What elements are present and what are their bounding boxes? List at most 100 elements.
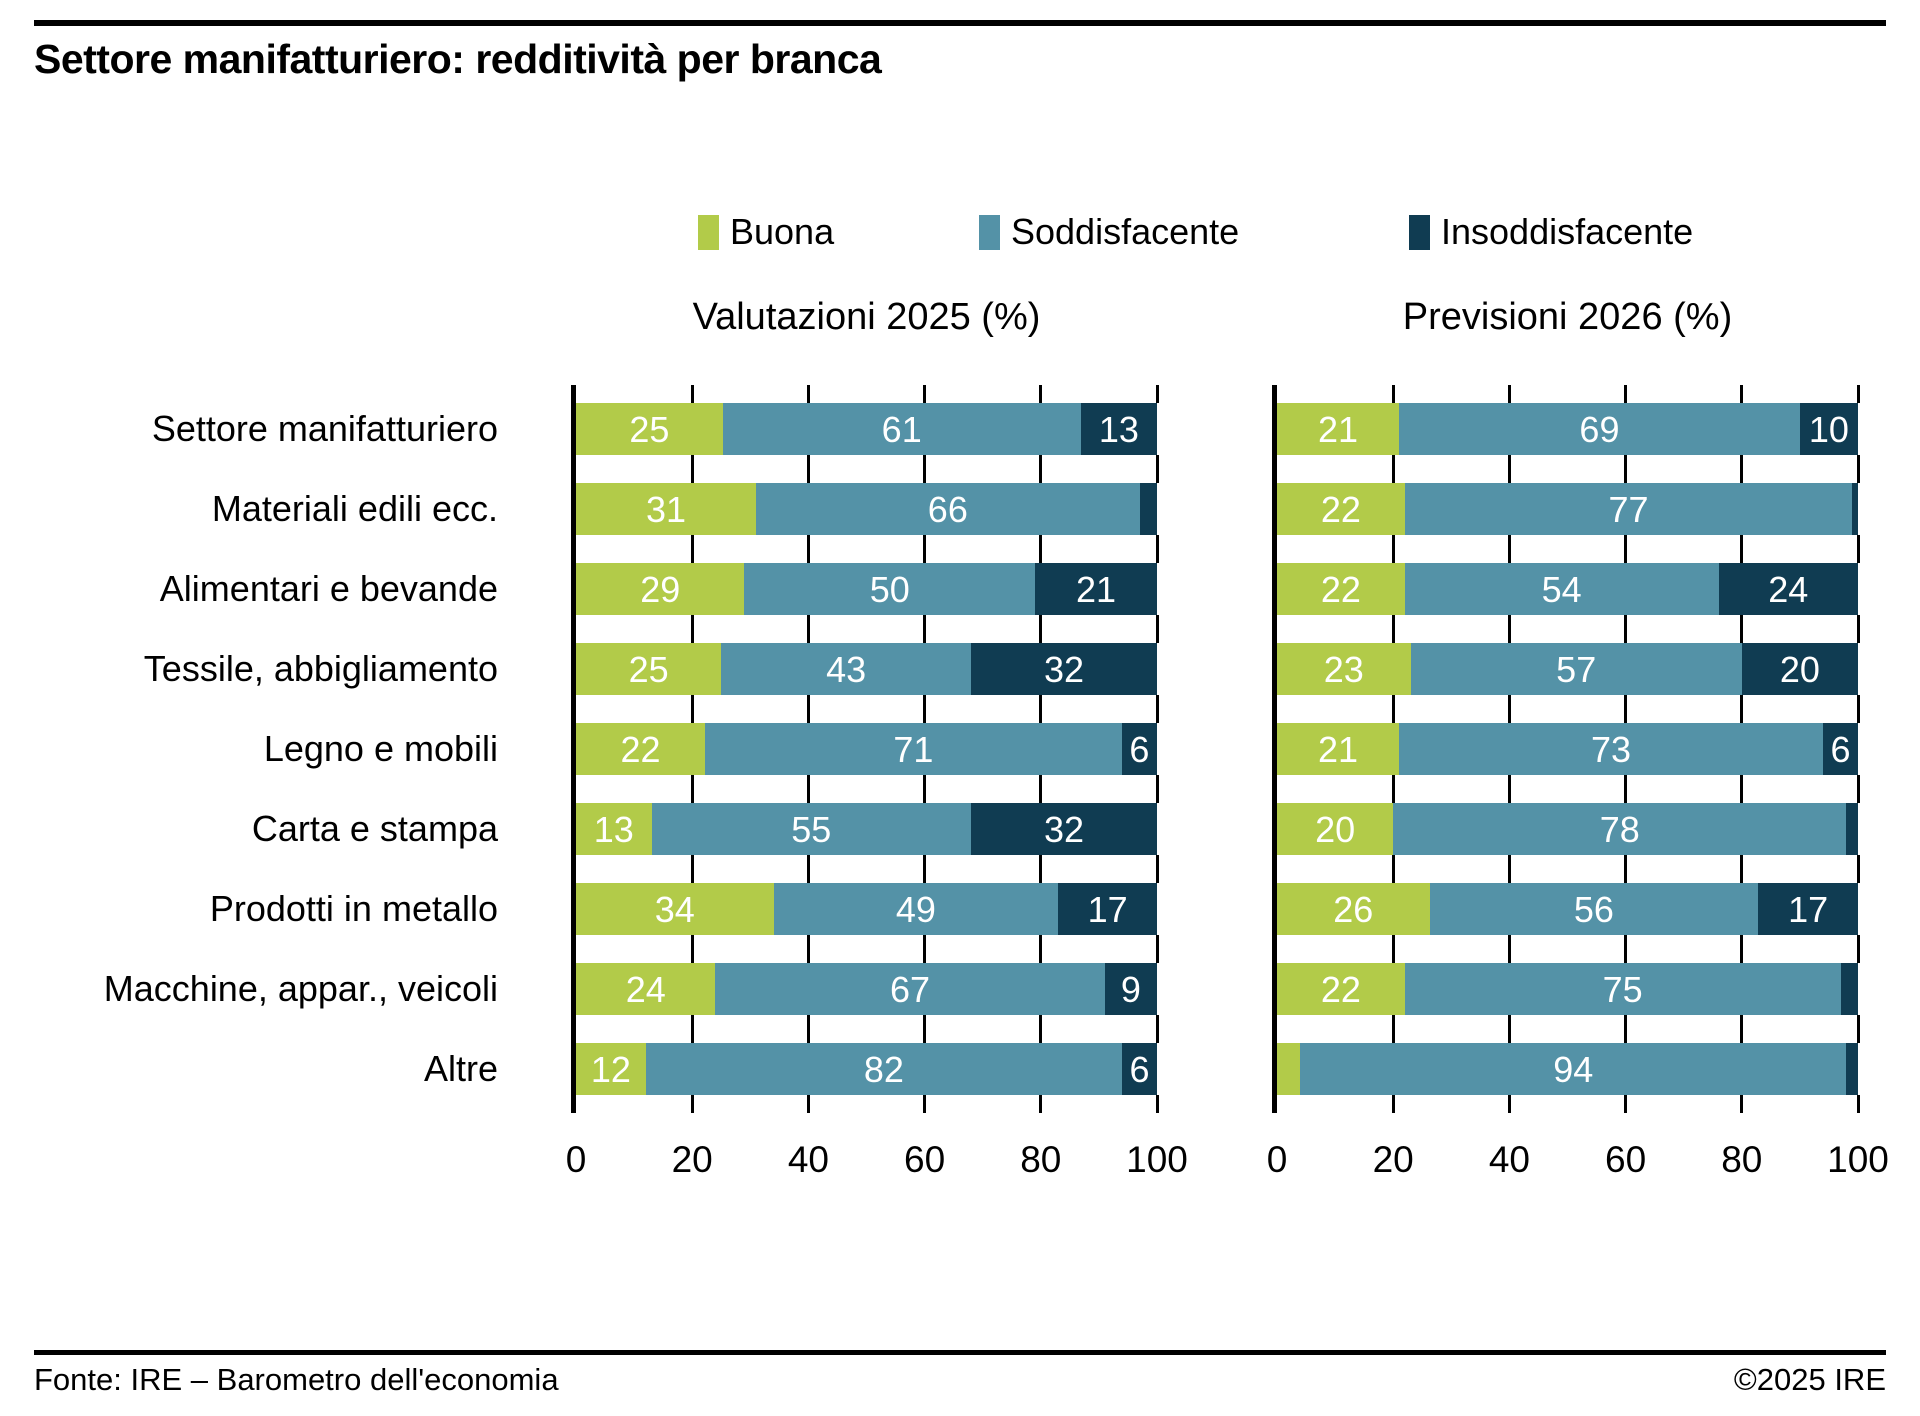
- bar-segment-insoddisfacente: [1852, 483, 1858, 535]
- gridline-tick: [1624, 455, 1628, 483]
- gridline-tick: [923, 535, 927, 563]
- gridline-tick: [923, 695, 927, 723]
- bar-value-label: 66: [927, 489, 968, 530]
- legend-swatch-insoddisfacente: [1409, 214, 1430, 250]
- gridline-tick: [690, 935, 694, 963]
- gridline-tick: [1039, 615, 1043, 643]
- bar-segment-buona: [576, 723, 706, 775]
- x-axis-tick-label: 0: [565, 1139, 587, 1180]
- gridline-tick: [1740, 935, 1744, 963]
- bar-segment-soddisfacente: [721, 643, 972, 695]
- bar-value-label: 22: [620, 729, 661, 770]
- bar-segment-soddisfacente: [1429, 883, 1759, 935]
- bar-segment-insoddisfacente: [1758, 883, 1858, 935]
- bar-row: 22 54 24: [1277, 563, 1858, 615]
- gridline-tick: [1155, 535, 1159, 563]
- gridline-tick: [1740, 695, 1744, 723]
- bar-value-label: 21: [1317, 729, 1359, 770]
- bar-segment-insoddisfacente: [1122, 1043, 1157, 1095]
- bar-value-label: 25: [629, 409, 670, 450]
- gridline-tick: [1624, 385, 1628, 403]
- gridline-tick: [1039, 455, 1043, 483]
- bar-value-label: 32: [1044, 809, 1085, 850]
- bar-segment-soddisfacente: [1300, 1043, 1847, 1095]
- x-axis-tick-label: 40: [787, 1139, 829, 1180]
- bar-value-label: 32: [1044, 649, 1085, 690]
- bar-value-label: 24: [1768, 569, 1809, 610]
- gridline-tick: [1507, 1015, 1511, 1043]
- bar-value-label: 78: [1599, 809, 1640, 850]
- gridline-tick: [1507, 1095, 1511, 1113]
- bar-value-label: 75: [1602, 969, 1643, 1010]
- bar-segment-insoddisfacente: [1741, 643, 1858, 695]
- top-rule: [34, 20, 1886, 26]
- bar-row: 22 75: [1277, 963, 1858, 1015]
- bar-value-label: 12: [590, 1049, 631, 1090]
- bar-segment-soddisfacente: [722, 403, 1081, 455]
- gridline-tick: [690, 615, 694, 643]
- bar-segment-insoddisfacente: [1846, 803, 1858, 855]
- category-labels: Settore manifatturiero Materiali edili ec…: [0, 385, 498, 1113]
- bar-segment-insoddisfacente: [1139, 483, 1157, 535]
- gridline-tick: [1155, 1095, 1159, 1113]
- gridline-tick: [1391, 935, 1395, 963]
- bar-segment-insoddisfacente: [1104, 963, 1157, 1015]
- bar-segment-insoddisfacente: [1034, 563, 1157, 615]
- x-axis-tick-label: 100: [1126, 1139, 1188, 1180]
- bar-row: 24 67 9: [576, 963, 1157, 1015]
- gridline-tick: [690, 1015, 694, 1043]
- gridline-tick: [1856, 695, 1860, 723]
- bar-row: 21 69 10: [1277, 403, 1858, 455]
- gridline-tick: [1856, 935, 1860, 963]
- x-axis-tick-label: 60: [904, 1139, 946, 1180]
- gridline-tick: [923, 775, 927, 803]
- gridline-tick: [1856, 455, 1860, 483]
- bar-segment-buona: [576, 643, 722, 695]
- gridline-tick: [690, 695, 694, 723]
- bar-segment-buona: [1277, 563, 1405, 615]
- gridline-tick: [1155, 1015, 1159, 1043]
- gridline-tick: [806, 535, 810, 563]
- bar-segment-soddisfacente: [1399, 403, 1800, 455]
- bar-segment-soddisfacente: [1404, 483, 1853, 535]
- bar-value-label: 6: [1830, 729, 1851, 770]
- bar-segment-soddisfacente: [773, 883, 1059, 935]
- x-axis-tick-label: 80: [1721, 1139, 1763, 1180]
- gridline-tick: [1155, 935, 1159, 963]
- bar-segment-soddisfacente: [715, 963, 1105, 1015]
- gridline-tick: [1391, 615, 1395, 643]
- gridline-tick: [1391, 535, 1395, 563]
- gridline-tick: [1155, 615, 1159, 643]
- gridline-tick: [1740, 1095, 1744, 1113]
- x-axis-tick-label: 20: [1372, 1139, 1414, 1180]
- gridline-tick: [1391, 1015, 1395, 1043]
- bar-value-label: 21: [1317, 409, 1359, 450]
- bar-value-label: 50: [869, 569, 910, 610]
- bar-value-label: 6: [1129, 1049, 1150, 1090]
- x-axis-tick-label: 60: [1605, 1139, 1647, 1180]
- bar-segment-insoddisfacente: [1080, 403, 1157, 455]
- bar-value-label: 25: [628, 649, 669, 690]
- bar-segment-soddisfacente: [705, 723, 1122, 775]
- gridline-tick: [806, 385, 810, 403]
- gridline-tick: [1624, 935, 1628, 963]
- bar-segment-soddisfacente: [645, 1043, 1123, 1095]
- legend-label: Soddisfacente: [1011, 211, 1240, 252]
- bar-value-label: 22: [1320, 969, 1361, 1010]
- bar-segment-buona: [1277, 483, 1405, 535]
- gridline-tick: [1856, 1095, 1860, 1113]
- gridline-tick: [690, 775, 694, 803]
- bar-value-label: 69: [1579, 409, 1620, 450]
- bar-segment-buona: [1277, 883, 1430, 935]
- bar-value-label: 24: [625, 969, 666, 1010]
- bar-row: 20 78: [1277, 803, 1858, 855]
- gridline-tick: [1624, 1095, 1628, 1113]
- bar-row: 23 57 20: [1277, 643, 1858, 695]
- gridline-tick: [690, 535, 694, 563]
- bar-value-label: 22: [1320, 489, 1361, 530]
- legend-item: Insoddisfacente: [1409, 211, 1693, 253]
- bar-value-label: 13: [593, 809, 634, 850]
- gridline-tick: [690, 1095, 694, 1113]
- row-label: Prodotti in metallo: [209, 888, 498, 929]
- gridline-tick: [923, 855, 927, 883]
